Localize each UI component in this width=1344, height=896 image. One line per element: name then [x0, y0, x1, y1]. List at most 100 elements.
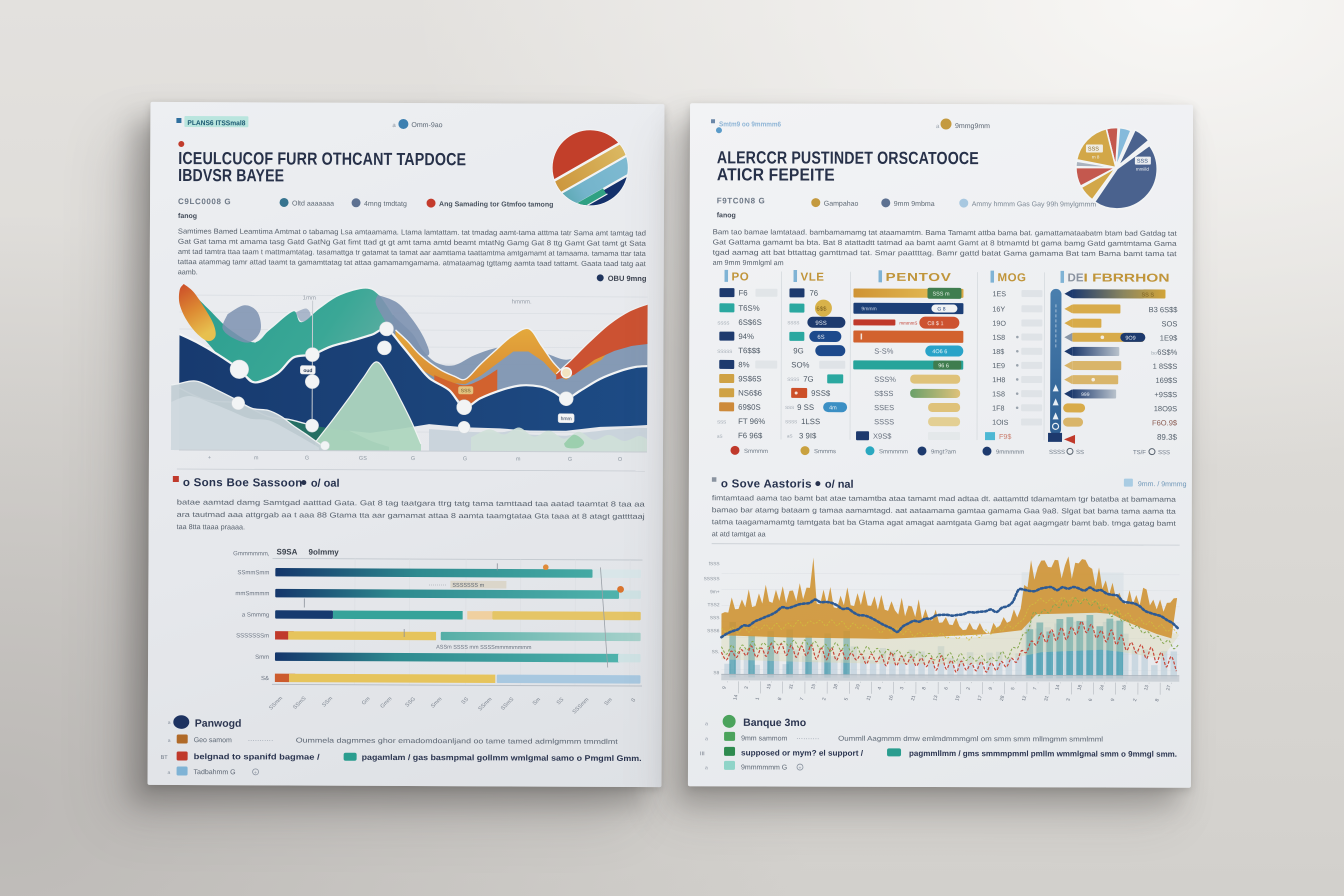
- svg-text:SS: SS: [1076, 450, 1084, 456]
- svg-text:SSmmSmm: SSmmSmm: [237, 570, 269, 576]
- svg-text:18$: 18$: [992, 347, 1004, 356]
- svg-text:Gmmmmmm,: Gmmmmmm,: [233, 551, 270, 557]
- svg-text:9: 9: [721, 685, 728, 689]
- svg-text:SS: SS: [461, 696, 471, 706]
- svg-text:999: 999: [1081, 392, 1090, 398]
- svg-text:BT: BT: [161, 755, 169, 761]
- svg-text:9SS$: 9SS$: [811, 389, 831, 398]
- svg-text:1OIS: 1OIS: [992, 418, 1009, 427]
- svg-text:5: 5: [1010, 686, 1017, 690]
- svg-text:6S: 6S: [817, 335, 824, 341]
- svg-text:69$0S: 69$0S: [738, 403, 761, 412]
- svg-text:X9S$: X9S$: [873, 432, 892, 441]
- svg-text:SSSS: SSSS: [787, 377, 799, 382]
- svg-text:2: 2: [966, 686, 973, 690]
- svg-text:9mmmmmm G: 9mmmmmm G: [741, 764, 787, 771]
- svg-text:G: G: [305, 456, 309, 462]
- svg-text:6$$: 6$$: [816, 307, 827, 313]
- svg-text:oud: oud: [303, 368, 312, 374]
- svg-text:3 9I$: 3 9I$: [799, 431, 817, 440]
- svg-text:Smtm9 oo 9mmmm6: Smtm9 oo 9mmmm6: [719, 121, 781, 128]
- svg-text:ATICR FEPEITE: ATICR FEPEITE: [717, 164, 835, 184]
- svg-text:SS.: SS.: [712, 649, 720, 655]
- svg-text:hmmm.: hmmm.: [512, 299, 532, 305]
- svg-text:89.3$: 89.3$: [1157, 433, 1178, 442]
- svg-text:SSS: SSS: [1137, 159, 1148, 165]
- svg-text:bamao bar atamg bataam g t: bamao bar atamg bataam g tamaa aamamtagd…: [712, 505, 1176, 515]
- svg-text:9mm sammom: 9mm sammom: [741, 735, 787, 742]
- svg-text:F6O.9$: F6O.9$: [1152, 418, 1178, 427]
- svg-text:tgad aamag att bat bttattag: tgad aamag att bat bttattag gamttmad tat…: [713, 248, 1177, 258]
- svg-text:Ammy hmmm Gas Gay 99h 9mylgmmm: Ammy hmmm Gas Gay 99h 9mylgmmm: [972, 201, 1097, 208]
- svg-text:batae aamtad damg Samtgad aa: batae aamtad damg Samtgad aatttad Gata. …: [177, 498, 645, 509]
- svg-text:5: 5: [843, 697, 850, 701]
- svg-text:31: 31: [788, 683, 795, 690]
- svg-text:FT 96%: FT 96%: [738, 417, 765, 426]
- svg-text:tatma taagamamamtg tamtgata: tatma taagamamamtg tamtgata bat ba Gtama…: [712, 517, 1176, 527]
- svg-text:SSSSSSSm: SSSSSSSm: [236, 633, 269, 639]
- svg-text:SSG: SSG: [404, 696, 416, 708]
- svg-text:SSS m: SSS m: [932, 291, 950, 297]
- svg-text:Tadbahmm G: Tadbahmm G: [194, 769, 236, 776]
- svg-text:supposed or mym? el support /: supposed or mym? el support /: [741, 748, 864, 757]
- svg-text:SSS: SSS: [717, 419, 726, 424]
- svg-text:a: a: [392, 123, 396, 129]
- svg-text:SSSSS: SSSSS: [717, 349, 732, 354]
- svg-text:SSSS: SSSS: [787, 320, 799, 325]
- svg-text:7: 7: [1032, 686, 1039, 690]
- svg-text:9mmg9mm: 9mmg9mm: [955, 123, 990, 130]
- svg-text:8: 8: [921, 686, 928, 690]
- svg-text:16: 16: [888, 694, 895, 701]
- svg-text:aS: aS: [717, 434, 723, 439]
- svg-text:9S$6S: 9S$6S: [738, 374, 761, 383]
- svg-text:4O6 6: 4O6 6: [932, 349, 947, 355]
- svg-text:9SS: 9SS: [815, 321, 826, 327]
- svg-text:G: G: [411, 456, 415, 462]
- svg-text:fanog: fanog: [178, 213, 197, 220]
- svg-text:9: 9: [988, 686, 995, 690]
- svg-text:T6S%: T6S%: [738, 304, 759, 313]
- svg-text:hmm: hmm: [561, 416, 572, 422]
- svg-text:96 6: 96 6: [938, 363, 949, 369]
- svg-text:·········: ·········: [428, 583, 446, 589]
- svg-text:MOG: MOG: [998, 272, 1027, 284]
- svg-text:1E9$: 1E9$: [1160, 333, 1178, 342]
- svg-text:13: 13: [1143, 684, 1150, 691]
- svg-text:9G: 9G: [793, 346, 803, 355]
- svg-text:F9TC0N8 G: F9TC0N8 G: [717, 196, 766, 205]
- svg-text:Smmmmm: Smmmmm: [879, 449, 908, 455]
- svg-text:S&: S&: [261, 676, 269, 682]
- svg-text:1ES: 1ES: [992, 289, 1006, 298]
- svg-text:SSS: SSS: [1158, 450, 1170, 456]
- svg-text:ALERCCR PUSTINDET ORSCATOOCE: ALERCCR PUSTINDET ORSCATOOCE: [717, 147, 979, 168]
- svg-text:SSS: SSS: [461, 388, 472, 394]
- svg-text:taa 8tta ttaaa praaaa.: taa 8tta ttaaa praaaa.: [177, 522, 245, 531]
- svg-text:Sm: Sm: [532, 696, 542, 706]
- svg-text:+: +: [208, 455, 211, 461]
- svg-text:SSES: SSES: [874, 403, 894, 412]
- svg-text:SSSS: SSSS: [874, 417, 894, 426]
- svg-text:a: a: [705, 736, 708, 742]
- svg-text:9mmmmm: 9mmmmm: [996, 450, 1024, 456]
- svg-text:o/ oal: o/ oal: [311, 478, 340, 490]
- svg-text:S-S%: S-S%: [874, 347, 894, 356]
- svg-text:Oummll Aagmmm dmw emlmdmmmgml: Oummll Aagmmm dmw emlmdmmmgml om smm smm…: [838, 736, 1104, 744]
- svg-text:SSSS: SSSS: [1049, 450, 1065, 456]
- svg-text:31: 31: [1043, 695, 1050, 702]
- svg-text:4m: 4m: [829, 405, 837, 411]
- svg-text:SSS%: SSS%: [874, 375, 896, 384]
- svg-text:G 8: G 8: [937, 306, 945, 312]
- svg-text:G: G: [568, 457, 572, 463]
- svg-text:29: 29: [855, 683, 862, 690]
- svg-text:6: 6: [943, 686, 950, 690]
- svg-text:18O9S: 18O9S: [1154, 404, 1177, 413]
- svg-text:+: +: [254, 770, 257, 776]
- svg-text:F6: F6: [738, 288, 747, 297]
- svg-text:76: 76: [809, 289, 818, 298]
- svg-text:OBU 9mng: OBU 9mng: [608, 274, 647, 283]
- svg-text:O: O: [618, 457, 623, 463]
- svg-text:9mm. / 9mmmg: 9mm. / 9mmmg: [1138, 481, 1187, 488]
- svg-text:12: 12: [1021, 695, 1028, 702]
- svg-text:9O9: 9O9: [1125, 336, 1135, 342]
- svg-text:18: 18: [1077, 684, 1084, 691]
